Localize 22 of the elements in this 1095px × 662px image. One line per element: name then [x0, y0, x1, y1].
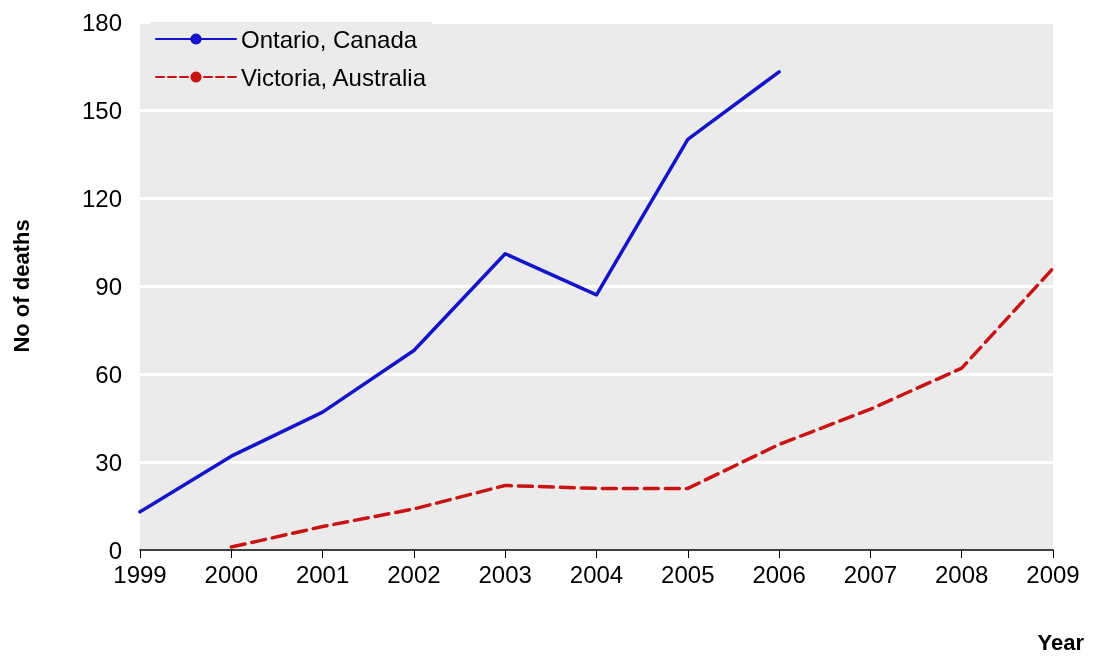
x-tick-label: 2002 [387, 560, 441, 588]
x-tick-label: 2008 [935, 560, 989, 588]
x-axis-title: Year [1037, 629, 1085, 655]
x-tick-label: 2001 [295, 560, 350, 588]
x-tick-label: 2009 [1026, 560, 1080, 588]
x-tick-label: 2003 [478, 560, 532, 588]
x-tick-label: 2005 [661, 560, 715, 588]
y-tick-label: 60 [95, 360, 122, 388]
line-series [138, 70, 781, 514]
x-tick-label: 2007 [843, 560, 898, 588]
y-tick-label: 180 [81, 8, 122, 36]
x-tick-label: 2006 [752, 560, 806, 588]
y-tick-label: 120 [81, 184, 122, 212]
x-tick-label: 2000 [204, 560, 258, 588]
legend-label: Ontario, Canada [241, 25, 418, 53]
line-series [229, 266, 1055, 549]
y-tick-label: 150 [81, 96, 122, 124]
y-tick-label: 90 [95, 272, 122, 300]
y-axis-title: No of deaths [8, 219, 34, 353]
y-tick-label: 30 [95, 448, 122, 476]
legend-label: Victoria, Australia [241, 63, 427, 91]
x-tick-label: 2004 [569, 560, 624, 588]
